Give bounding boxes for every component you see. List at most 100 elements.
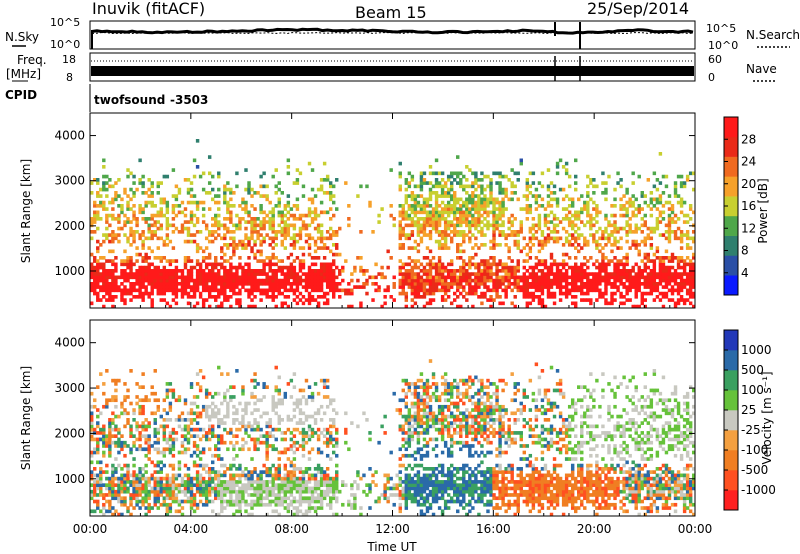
echo-cell [250,275,254,280]
echo-cell [516,275,520,280]
echo-cell [90,217,94,221]
echo-cell [422,197,427,202]
echo-cell [204,470,209,474]
echo-cell [223,265,227,270]
echo-cell [443,207,448,211]
echo-cell [443,194,448,198]
echo-cell [144,191,148,195]
echo-cell [286,483,291,487]
echo-cell [304,285,309,289]
echo-cell [422,230,427,234]
echo-cell [162,278,167,283]
echo-cell [192,411,197,416]
echo-cell [459,207,463,211]
echo-cell [577,210,581,215]
echo-cell [186,278,191,283]
echo-cell [198,275,203,280]
echo-cell [586,275,590,280]
echo-cell [177,483,182,487]
echo-cell [664,223,669,228]
echo-cell [522,265,526,270]
echo-cell [477,220,481,224]
echo-cell [531,278,536,283]
echo-cell [168,239,173,244]
echo-cell [156,431,160,435]
echo-cell [271,427,275,432]
echo-cell [362,269,366,273]
echo-cell [498,275,502,280]
echo-cell [583,282,587,286]
echo-cell [211,174,215,179]
echo-cell [250,499,254,504]
noise-left-label: N.Sky [5,30,39,44]
echo-cell [528,301,533,306]
echo-cell [286,165,291,169]
echo-cell [474,217,478,221]
echo-cell [462,262,466,267]
echo-cell [114,278,118,283]
echo-cell [513,272,517,276]
echo-cell [456,275,460,280]
echo-cell [214,262,218,267]
echo-cell [286,447,291,452]
echo-cell [192,200,197,205]
echo-cell [604,282,608,286]
echo-cell [108,269,112,273]
echo-cell [277,473,281,478]
echo-cell [220,262,224,267]
echo-cell [177,395,182,399]
echo-cell [519,226,523,231]
echo-cell [198,411,203,416]
echo-cell [570,243,575,247]
echo-cell [325,265,330,270]
echo-cell [177,424,182,429]
echo-cell [607,220,611,224]
echo-cell [567,233,572,237]
echo-cell [277,489,281,494]
echo-cell [295,233,300,237]
echo-cell [226,414,230,419]
echo-cell [159,476,163,481]
echo-cell [619,246,623,250]
echo-cell [214,275,218,280]
echo-cell [132,295,136,299]
echo-cell [474,204,478,208]
echo-cell [96,275,100,280]
echo-cell [301,194,306,198]
echo-cell [498,174,502,179]
echo-cell [277,467,281,471]
echo-cell [516,239,520,244]
echo-cell [129,512,133,517]
echo-cell [419,269,424,273]
echo-cell [268,200,272,205]
echo-cell [93,447,97,452]
echo-cell [177,499,182,504]
echo-cell [274,365,278,370]
echo-cell [171,269,176,273]
echo-cell [564,285,569,289]
echo-cell [474,275,478,280]
echo-cell [449,282,454,286]
echo-cell [332,233,336,237]
echo-cell [543,259,548,263]
echo-cell [277,470,281,474]
echo-cell [144,434,148,438]
echo-cell [298,421,303,425]
echo-cell [96,506,100,510]
echo-cell [549,210,554,215]
echo-cell [634,239,638,244]
echo-cell [616,265,620,270]
echo-cell [685,278,690,283]
echo-cell [138,288,142,293]
date-title: 25/Sep/2014 [587,0,689,18]
echo-cell [198,473,203,478]
echo-cell [207,269,212,273]
echo-cell [141,424,145,429]
echo-cell [268,220,272,224]
echo-cell [129,298,133,302]
echo-cell [102,431,106,435]
echo-cell [114,414,118,419]
echo-cell [456,200,460,205]
echo-cell [138,473,142,478]
echo-cell [510,269,514,273]
